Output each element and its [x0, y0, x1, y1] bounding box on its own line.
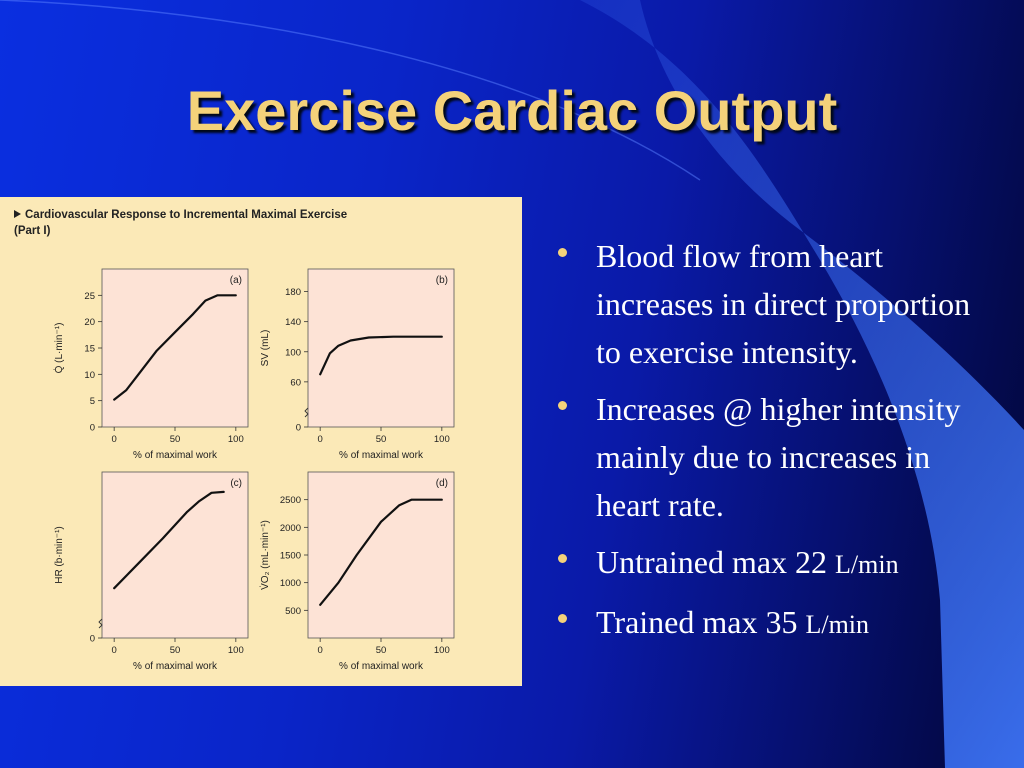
- y-tick-label: 100: [285, 347, 301, 358]
- y-axis-label: SV (mL): [260, 330, 271, 367]
- y-axis-label: HR (b·min⁻¹): [54, 526, 65, 584]
- y-tick-label: 15: [84, 344, 95, 355]
- caption-line-2: (Part I): [14, 225, 51, 237]
- bullet-text: Increases @ higher intensity mainly due …: [596, 391, 961, 523]
- panel-label: (d): [436, 478, 448, 489]
- panel-label: (a): [230, 275, 242, 286]
- bullet-item: Blood flow from heart increases in direc…: [556, 232, 996, 376]
- slide-title: Exercise Cardiac Output: [186, 79, 838, 142]
- axis-break-icon: [98, 618, 103, 629]
- x-axis-label: % of maximal work: [339, 450, 424, 461]
- plot-area: [307, 268, 455, 428]
- series-line: [319, 335, 443, 376]
- y-tick-label: 10: [84, 370, 95, 381]
- y-tick-label: 60: [290, 377, 301, 388]
- chart-grid: (a) 0 5 10 15 20 25 0 50 100 % of maximal work Q̇ (…: [52, 268, 455, 672]
- y-tick-label: 25: [84, 291, 95, 302]
- series-line: [113, 294, 237, 401]
- x-tick-label: 100: [434, 434, 450, 445]
- bullet-dot-icon: [558, 614, 567, 623]
- bullet-text: Blood flow from heart increases in direc…: [596, 238, 971, 370]
- y-tick-label: 500: [285, 606, 301, 617]
- panel-label: (c): [230, 478, 242, 489]
- y-axis-label: Q̇ (L·min⁻¹): [52, 323, 65, 374]
- y-tick-label: 140: [285, 317, 301, 328]
- x-tick-label: 50: [376, 434, 387, 445]
- figure-panel: Cardiovascular Response to Incremental M…: [0, 197, 522, 686]
- x-tick-label: 0: [112, 434, 117, 445]
- x-axis-label: % of maximal work: [133, 661, 218, 672]
- y-tick-label: 2500: [280, 495, 301, 506]
- plot-area: [101, 268, 249, 428]
- series-line: [113, 490, 225, 590]
- bullet-list: Blood flow from heart increases in direc…: [556, 232, 996, 658]
- series-line: [319, 498, 443, 606]
- x-axis-label: % of maximal work: [339, 661, 424, 672]
- x-tick-label: 100: [434, 645, 450, 656]
- axis-break-icon: [304, 407, 309, 418]
- bullet-unit: L/min: [805, 610, 870, 639]
- plot-area: [307, 471, 455, 639]
- bullet-item: Untrained max 22 L/min: [556, 538, 996, 589]
- y-tick-label: 0: [296, 423, 301, 434]
- bullet-text: Trained max 35: [596, 604, 806, 640]
- caption-arrow-icon: [14, 210, 21, 218]
- x-tick-label: 50: [170, 434, 181, 445]
- x-tick-label: 50: [170, 645, 181, 656]
- x-tick-label: 0: [318, 645, 323, 656]
- y-tick-label: 0: [90, 634, 95, 645]
- x-tick-label: 0: [112, 645, 117, 656]
- bullet-dot-icon: [558, 401, 567, 410]
- x-tick-label: 100: [228, 434, 244, 445]
- y-tick-label: 1500: [280, 551, 301, 562]
- y-tick-label: 0: [90, 423, 95, 434]
- y-tick-label: 2000: [280, 523, 301, 534]
- bullet-text: Untrained max 22: [596, 544, 836, 580]
- panel-label: (b): [436, 275, 448, 286]
- y-tick-label: 20: [84, 317, 95, 328]
- bullet-unit: L/min: [835, 550, 899, 579]
- x-tick-label: 50: [376, 645, 387, 656]
- y-tick-label: 180: [285, 287, 301, 298]
- figure-caption: Cardiovascular Response to Incremental M…: [14, 207, 347, 239]
- x-axis-label: % of maximal work: [133, 450, 218, 461]
- bullet-dot-icon: [558, 554, 567, 563]
- y-axis-label: V̇O₂ (mL·min⁻¹): [258, 520, 271, 590]
- bullet-item: Increases @ higher intensity mainly due …: [556, 385, 996, 529]
- x-tick-label: 100: [228, 645, 244, 656]
- bullet-dot-icon: [558, 248, 567, 257]
- y-tick-label: 5: [90, 396, 95, 407]
- plot-area: [101, 471, 249, 639]
- x-tick-label: 0: [318, 434, 323, 445]
- y-tick-label: 1000: [280, 578, 301, 589]
- bullet-item: Trained max 35 L/min: [556, 598, 996, 649]
- caption-line-1: Cardiovascular Response to Incremental M…: [25, 209, 348, 221]
